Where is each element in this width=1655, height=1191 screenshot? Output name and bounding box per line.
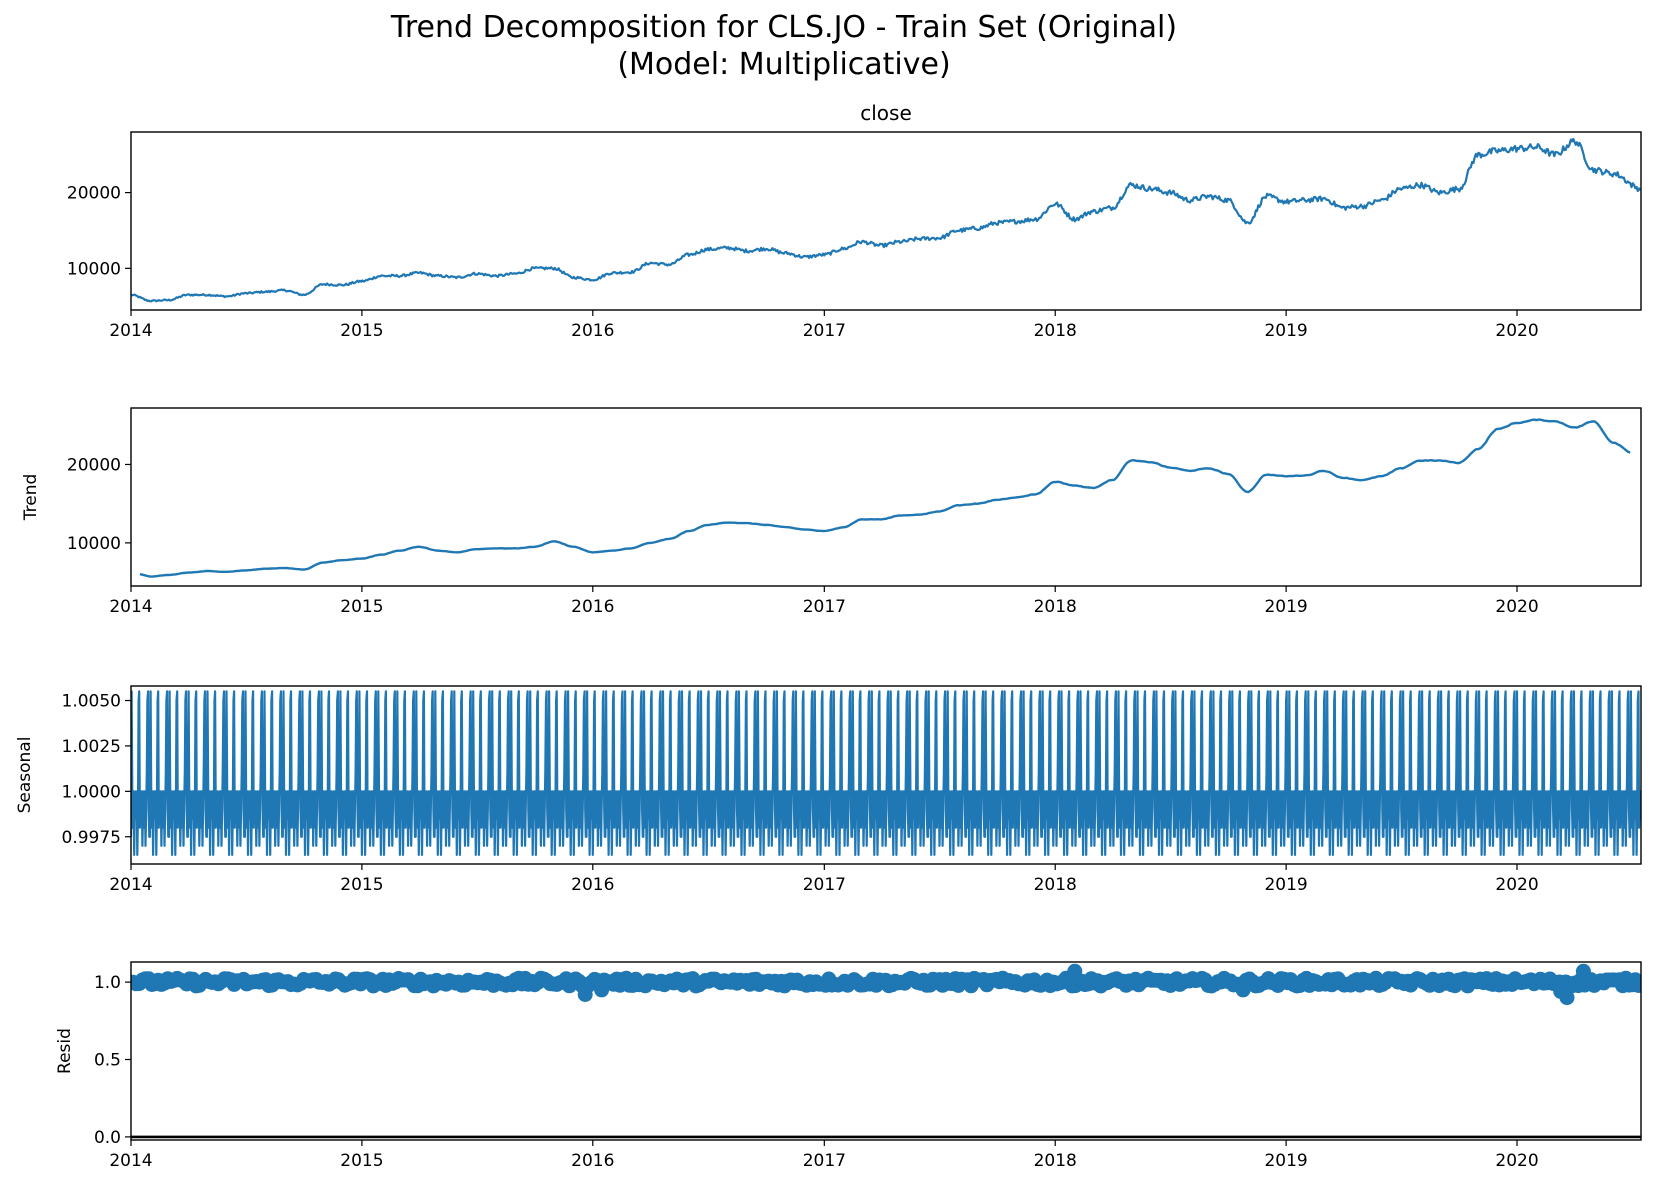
- y-tick-label: 0.9975: [62, 828, 121, 848]
- x-tick-label: 2020: [1495, 597, 1538, 617]
- y-tick-label: 10000: [67, 259, 121, 279]
- panel-3: 2014 2015 2016 2017 2018 2019 2020 0.9975 1.0000…: [15, 685, 1642, 895]
- resid-point: [1235, 982, 1251, 998]
- x-tick-label: 2017: [803, 875, 846, 895]
- y-axis-label: Trend: [21, 474, 41, 522]
- x-tick-label: 2016: [571, 875, 614, 895]
- y-tick-label: 1.0050: [62, 692, 121, 712]
- x-tick-label: 2019: [1264, 875, 1307, 895]
- y-tick-label: 1.0025: [62, 737, 121, 757]
- axes-frame: [130, 407, 1642, 587]
- panel-4: 2014 2015 2016 2017 2018 2019 2020 0.0 0.5 1.0 Res…: [55, 961, 1642, 1171]
- y-tick-label: 1.0: [94, 973, 121, 993]
- x-tick-label: 2015: [340, 321, 383, 341]
- panel-title: close: [860, 101, 912, 125]
- y-tick-label: 0.0: [94, 1128, 121, 1148]
- x-tick-label: 2016: [571, 1151, 614, 1171]
- x-tick-label: 2018: [1034, 597, 1077, 617]
- plot-area: [131, 137, 1641, 303]
- x-tick-label: 2019: [1264, 321, 1307, 341]
- x-tick-label: 2017: [803, 321, 846, 341]
- x-tick-label: 2015: [340, 875, 383, 895]
- x-tick-label: 2014: [109, 597, 152, 617]
- x-tick-label: 2020: [1495, 1151, 1538, 1171]
- series-line-close: [131, 137, 1641, 303]
- resid-point: [577, 987, 593, 1002]
- x-tick-label: 2016: [571, 597, 614, 617]
- panel-2: 2014 2015 2016 2017 2018 2019 2020 10000 20000 Tr…: [21, 407, 1642, 617]
- x-tick-label: 2018: [1034, 1151, 1077, 1171]
- y-axis-label: Resid: [55, 1028, 75, 1074]
- resid-point: [1553, 983, 1569, 999]
- resid-point: [594, 982, 610, 998]
- x-tick-label: 2015: [340, 1151, 383, 1171]
- x-tick-label: 2019: [1264, 597, 1307, 617]
- y-tick-label: 10000: [67, 534, 121, 554]
- x-tick-label: 2018: [1034, 321, 1077, 341]
- x-tick-label: 2020: [1495, 875, 1538, 895]
- axes-frame: [130, 685, 1642, 865]
- y-tick-label: 20000: [67, 184, 121, 204]
- x-tick-label: 2014: [109, 875, 152, 895]
- figure-title-line2: (Model: Multiplicative): [617, 47, 951, 82]
- x-tick-label: 2017: [803, 1151, 846, 1171]
- plot-area: [131, 690, 1641, 857]
- series-line-trend: [139, 418, 1631, 578]
- axes-frame: [130, 961, 1642, 1141]
- x-tick-label: 2014: [109, 1151, 152, 1171]
- x-tick-label: 2017: [803, 597, 846, 617]
- series-line-seasonal: [131, 690, 1641, 857]
- x-tick-label: 2016: [571, 321, 614, 341]
- plot-area: [139, 418, 1631, 578]
- x-tick-label: 2020: [1495, 321, 1538, 341]
- resid-point: [1067, 963, 1083, 979]
- resid-point: [1575, 963, 1591, 979]
- x-tick-label: 2015: [340, 597, 383, 617]
- y-tick-label: 1.0000: [62, 782, 121, 802]
- y-axis-label: Seasonal: [15, 737, 35, 814]
- resid-point: [1631, 978, 1641, 993]
- x-tick-label: 2018: [1034, 875, 1077, 895]
- y-tick-label: 20000: [67, 455, 121, 475]
- panel-1: 2014 2015 2016 2017 2018 2019 2020 10000 20000 cl…: [67, 101, 1642, 341]
- x-tick-label: 2014: [109, 321, 152, 341]
- figure-title-line1: Trend Decomposition for CLS.JO - Train S…: [390, 10, 1178, 45]
- x-tick-label: 2019: [1264, 1151, 1307, 1171]
- y-tick-label: 0.5: [94, 1051, 121, 1071]
- resid-points: [131, 963, 1641, 1006]
- plot-area: [131, 963, 1641, 1006]
- axes-frame: [130, 131, 1642, 311]
